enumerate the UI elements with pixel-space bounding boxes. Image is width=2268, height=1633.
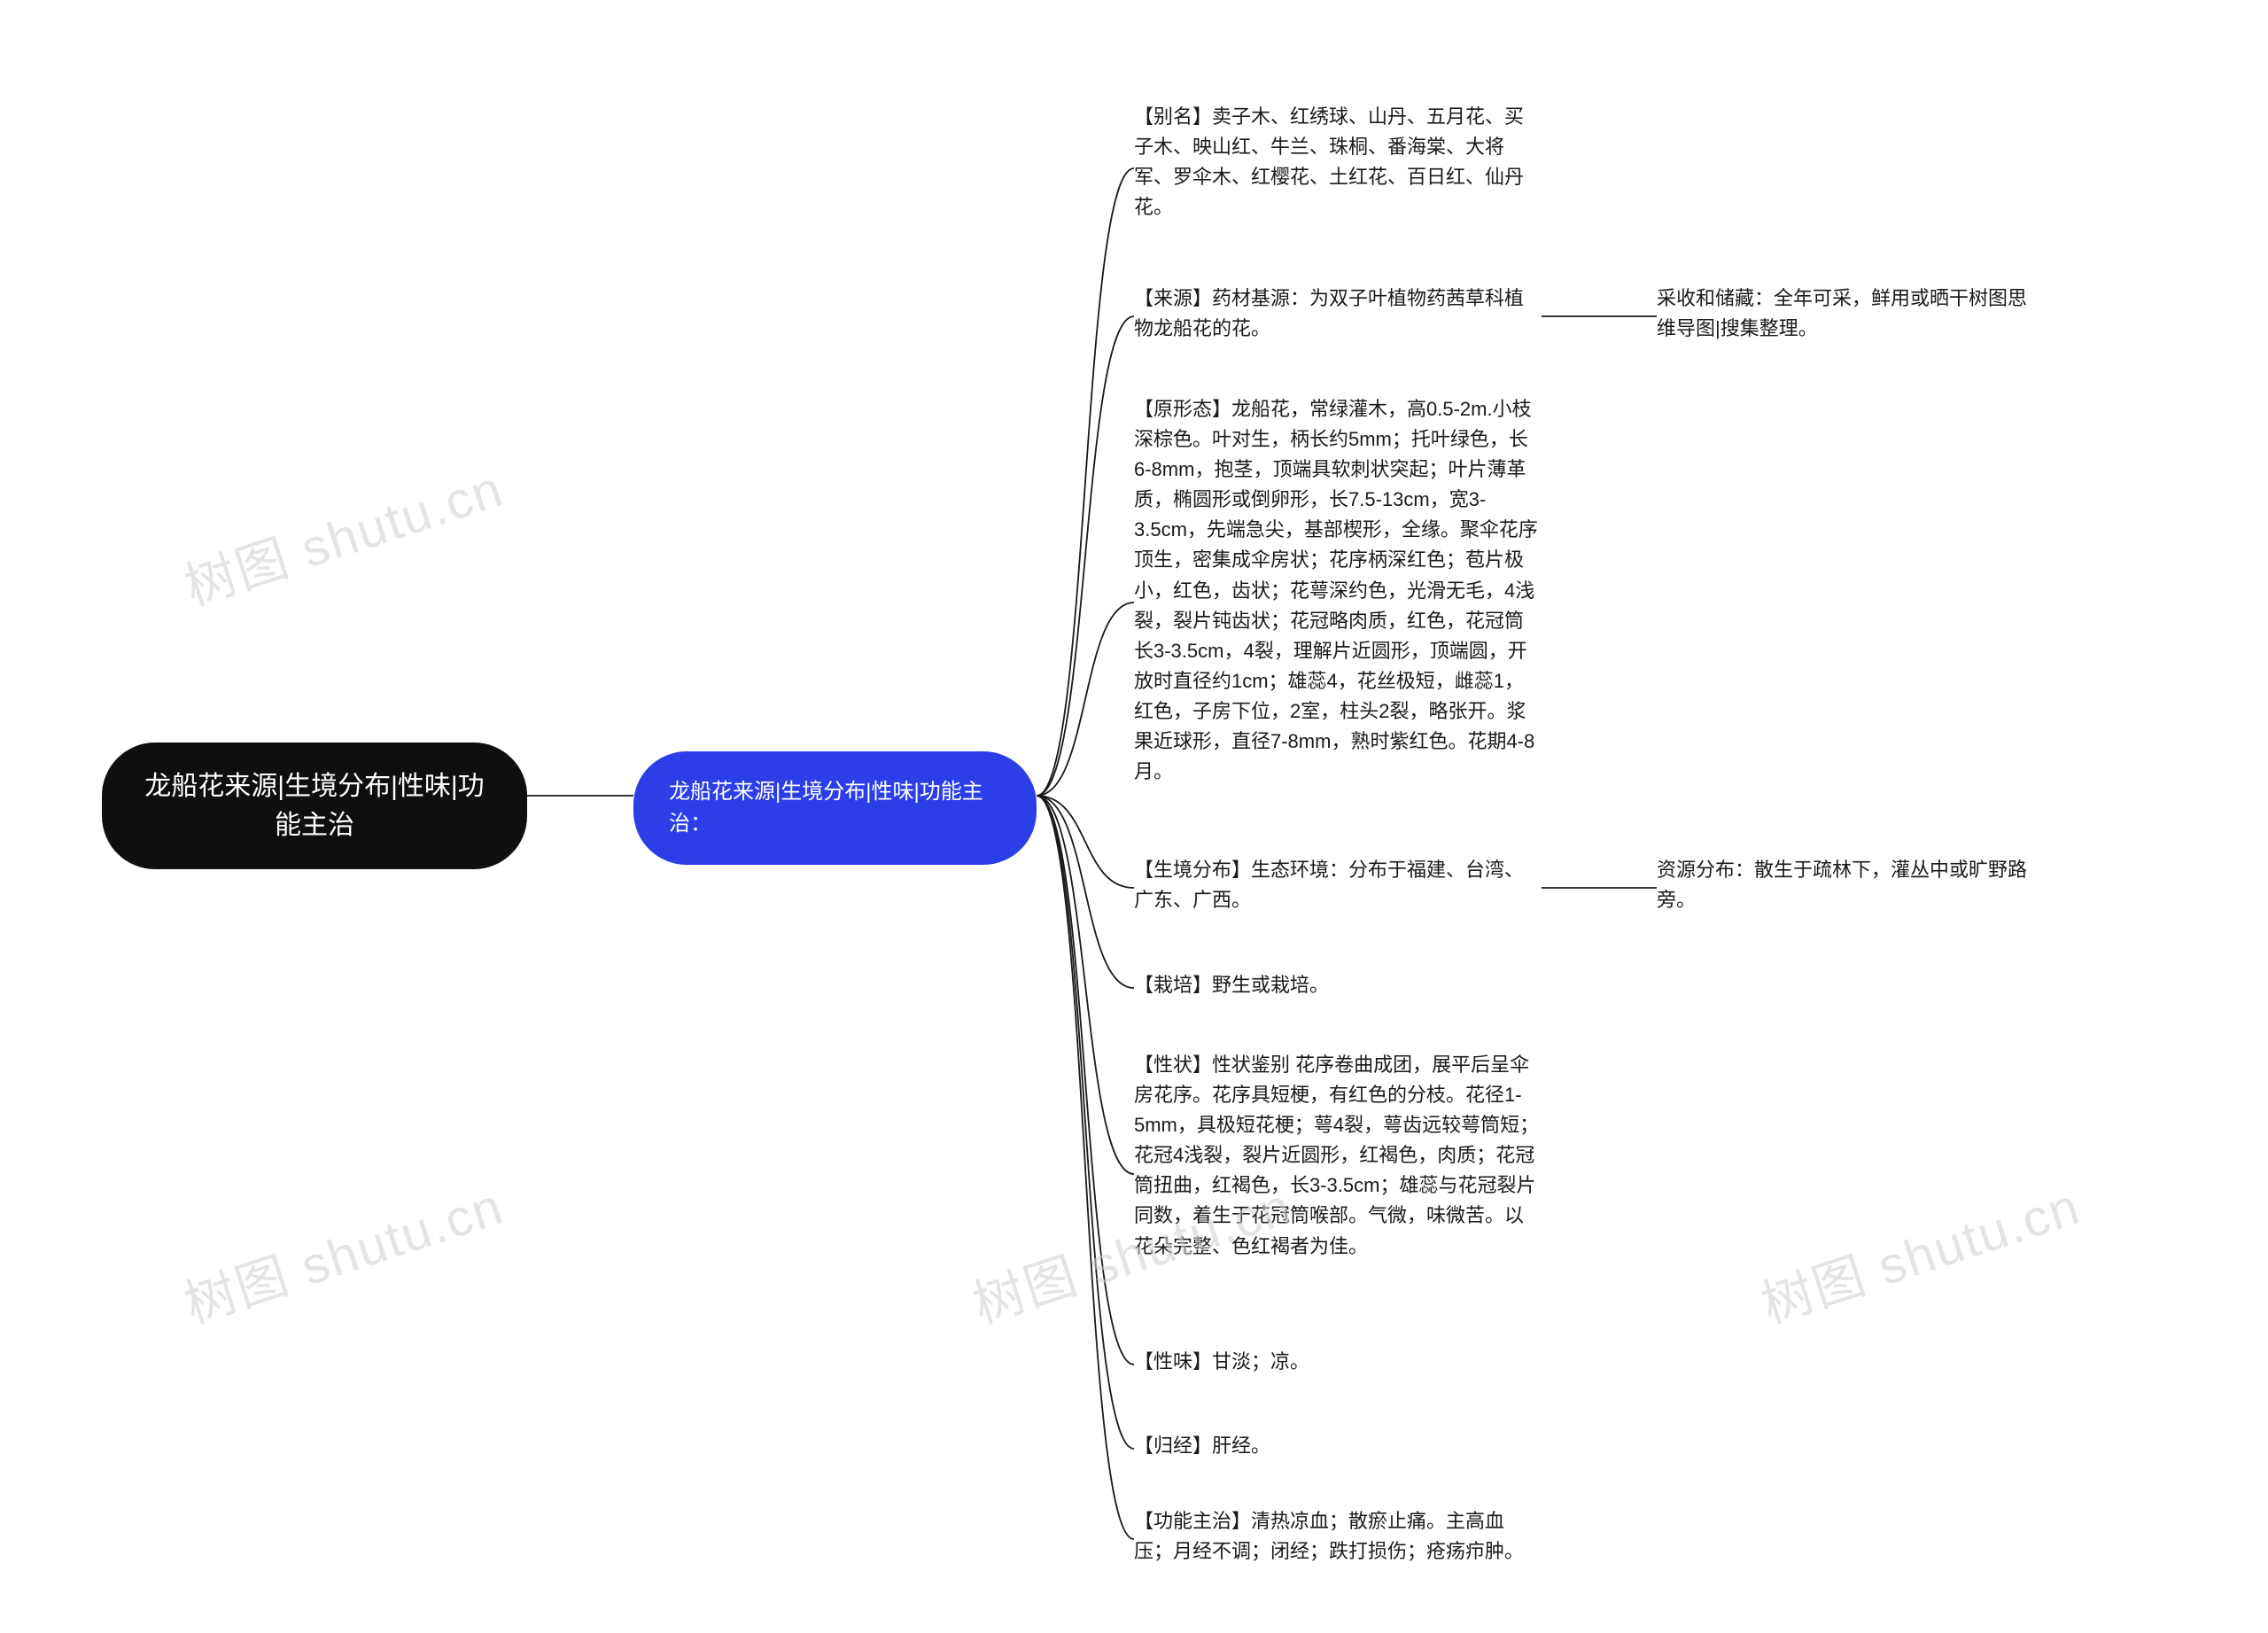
- edge-sub1-alias: [1037, 168, 1134, 796]
- leaf-text: 采收和储藏：全年可采，鲜用或晒干树图思维导图|搜集整理。: [1657, 287, 2027, 339]
- leaf-text: 【性味】甘淡；凉。: [1134, 1350, 1309, 1372]
- edge-sub1-morph: [1037, 603, 1134, 796]
- edge-sub1-function: [1037, 796, 1134, 1539]
- leaf-source-child[interactable]: 采收和储藏：全年可采，鲜用或晒干树图思维导图|搜集整理。: [1657, 284, 2038, 344]
- mindmap-sub-node[interactable]: 龙船花来源|生境分布|性味|功能主治：: [633, 751, 1037, 865]
- leaf-text: 【原形态】龙船花，常绿灌木，高0.5-2m.小枝深棕色。叶对生，柄长约5mm；托…: [1134, 398, 1538, 782]
- watermark: 树图 shutu.cn: [1751, 1164, 2088, 1337]
- leaf-text: 【性状】性状鉴别 花序卷曲成团，展平后呈伞房花序。花序具短梗，有红色的分枝。花径…: [1134, 1054, 1539, 1257]
- leaf-text: 【别名】卖子木、红绣球、山丹、五月花、买子木、映山红、牛兰、珠桐、番海棠、大将军…: [1134, 105, 1524, 218]
- leaf-text: 【来源】药材基源：为双子叶植物药茜草科植物龙船花的花。: [1134, 287, 1524, 339]
- watermark: 树图 shutu.cn: [174, 447, 511, 619]
- edge-sub1-traits: [1037, 796, 1134, 1174]
- leaf-text: 资源分布：散生于疏林下，灌丛中或旷野路旁。: [1657, 859, 2027, 911]
- leaf-cultivate[interactable]: 【栽培】野生或栽培。: [1134, 970, 1542, 1000]
- sub-text: 龙船花来源|生境分布|性味|功能主治：: [669, 780, 983, 836]
- leaf-alias[interactable]: 【别名】卖子木、红绣球、山丹、五月花、买子木、映山红、牛兰、珠桐、番海棠、大将军…: [1134, 102, 1542, 222]
- edge-sub1-cultivate: [1037, 796, 1134, 988]
- edge-sub1-taste: [1037, 796, 1134, 1365]
- leaf-text: 【生境分布】生态环境：分布于福建、台湾、广东、广西。: [1134, 859, 1524, 911]
- leaf-function[interactable]: 【功能主治】清热凉血；散瘀止痛。主高血压；月经不调；闭经；跌打损伤；疮疡疖肿。: [1134, 1506, 1542, 1567]
- watermark-text: 树图 shutu.cn: [1755, 1178, 2087, 1334]
- leaf-source[interactable]: 【来源】药材基源：为双子叶植物药茜草科植物龙船花的花。: [1134, 284, 1542, 344]
- leaf-habitat-child[interactable]: 资源分布：散生于疏林下，灌丛中或旷野路旁。: [1657, 855, 2038, 915]
- leaf-text: 【栽培】野生或栽培。: [1134, 974, 1329, 996]
- root-text: 龙船花来源|生境分布|性味|功能主治: [144, 772, 484, 840]
- leaf-taste[interactable]: 【性味】甘淡；凉。: [1134, 1347, 1542, 1377]
- leaf-morph[interactable]: 【原形态】龙船花，常绿灌木，高0.5-2m.小枝深棕色。叶对生，柄长约5mm；托…: [1134, 394, 1542, 787]
- watermark: 树图 shutu.cn: [174, 1164, 511, 1337]
- watermark-text: 树图 shutu.cn: [178, 1178, 510, 1334]
- leaf-habitat[interactable]: 【生境分布】生态环境：分布于福建、台湾、广东、广西。: [1134, 855, 1542, 915]
- leaf-text: 【功能主治】清热凉血；散瘀止痛。主高血压；月经不调；闭经；跌打损伤；疮疡疖肿。: [1134, 1510, 1524, 1562]
- leaf-traits[interactable]: 【性状】性状鉴别 花序卷曲成团，展平后呈伞房花序。花序具短梗，有红色的分枝。花径…: [1134, 1050, 1542, 1262]
- mindmap-root-node[interactable]: 龙船花来源|生境分布|性味|功能主治: [102, 743, 527, 869]
- leaf-text: 【归经】肝经。: [1134, 1435, 1270, 1457]
- watermark-text: 树图 shutu.cn: [178, 460, 510, 617]
- edge-sub1-habitat: [1037, 796, 1134, 888]
- edge-sub1-meridian: [1037, 796, 1134, 1449]
- edge-sub1-source: [1037, 316, 1134, 796]
- leaf-meridian[interactable]: 【归经】肝经。: [1134, 1431, 1542, 1461]
